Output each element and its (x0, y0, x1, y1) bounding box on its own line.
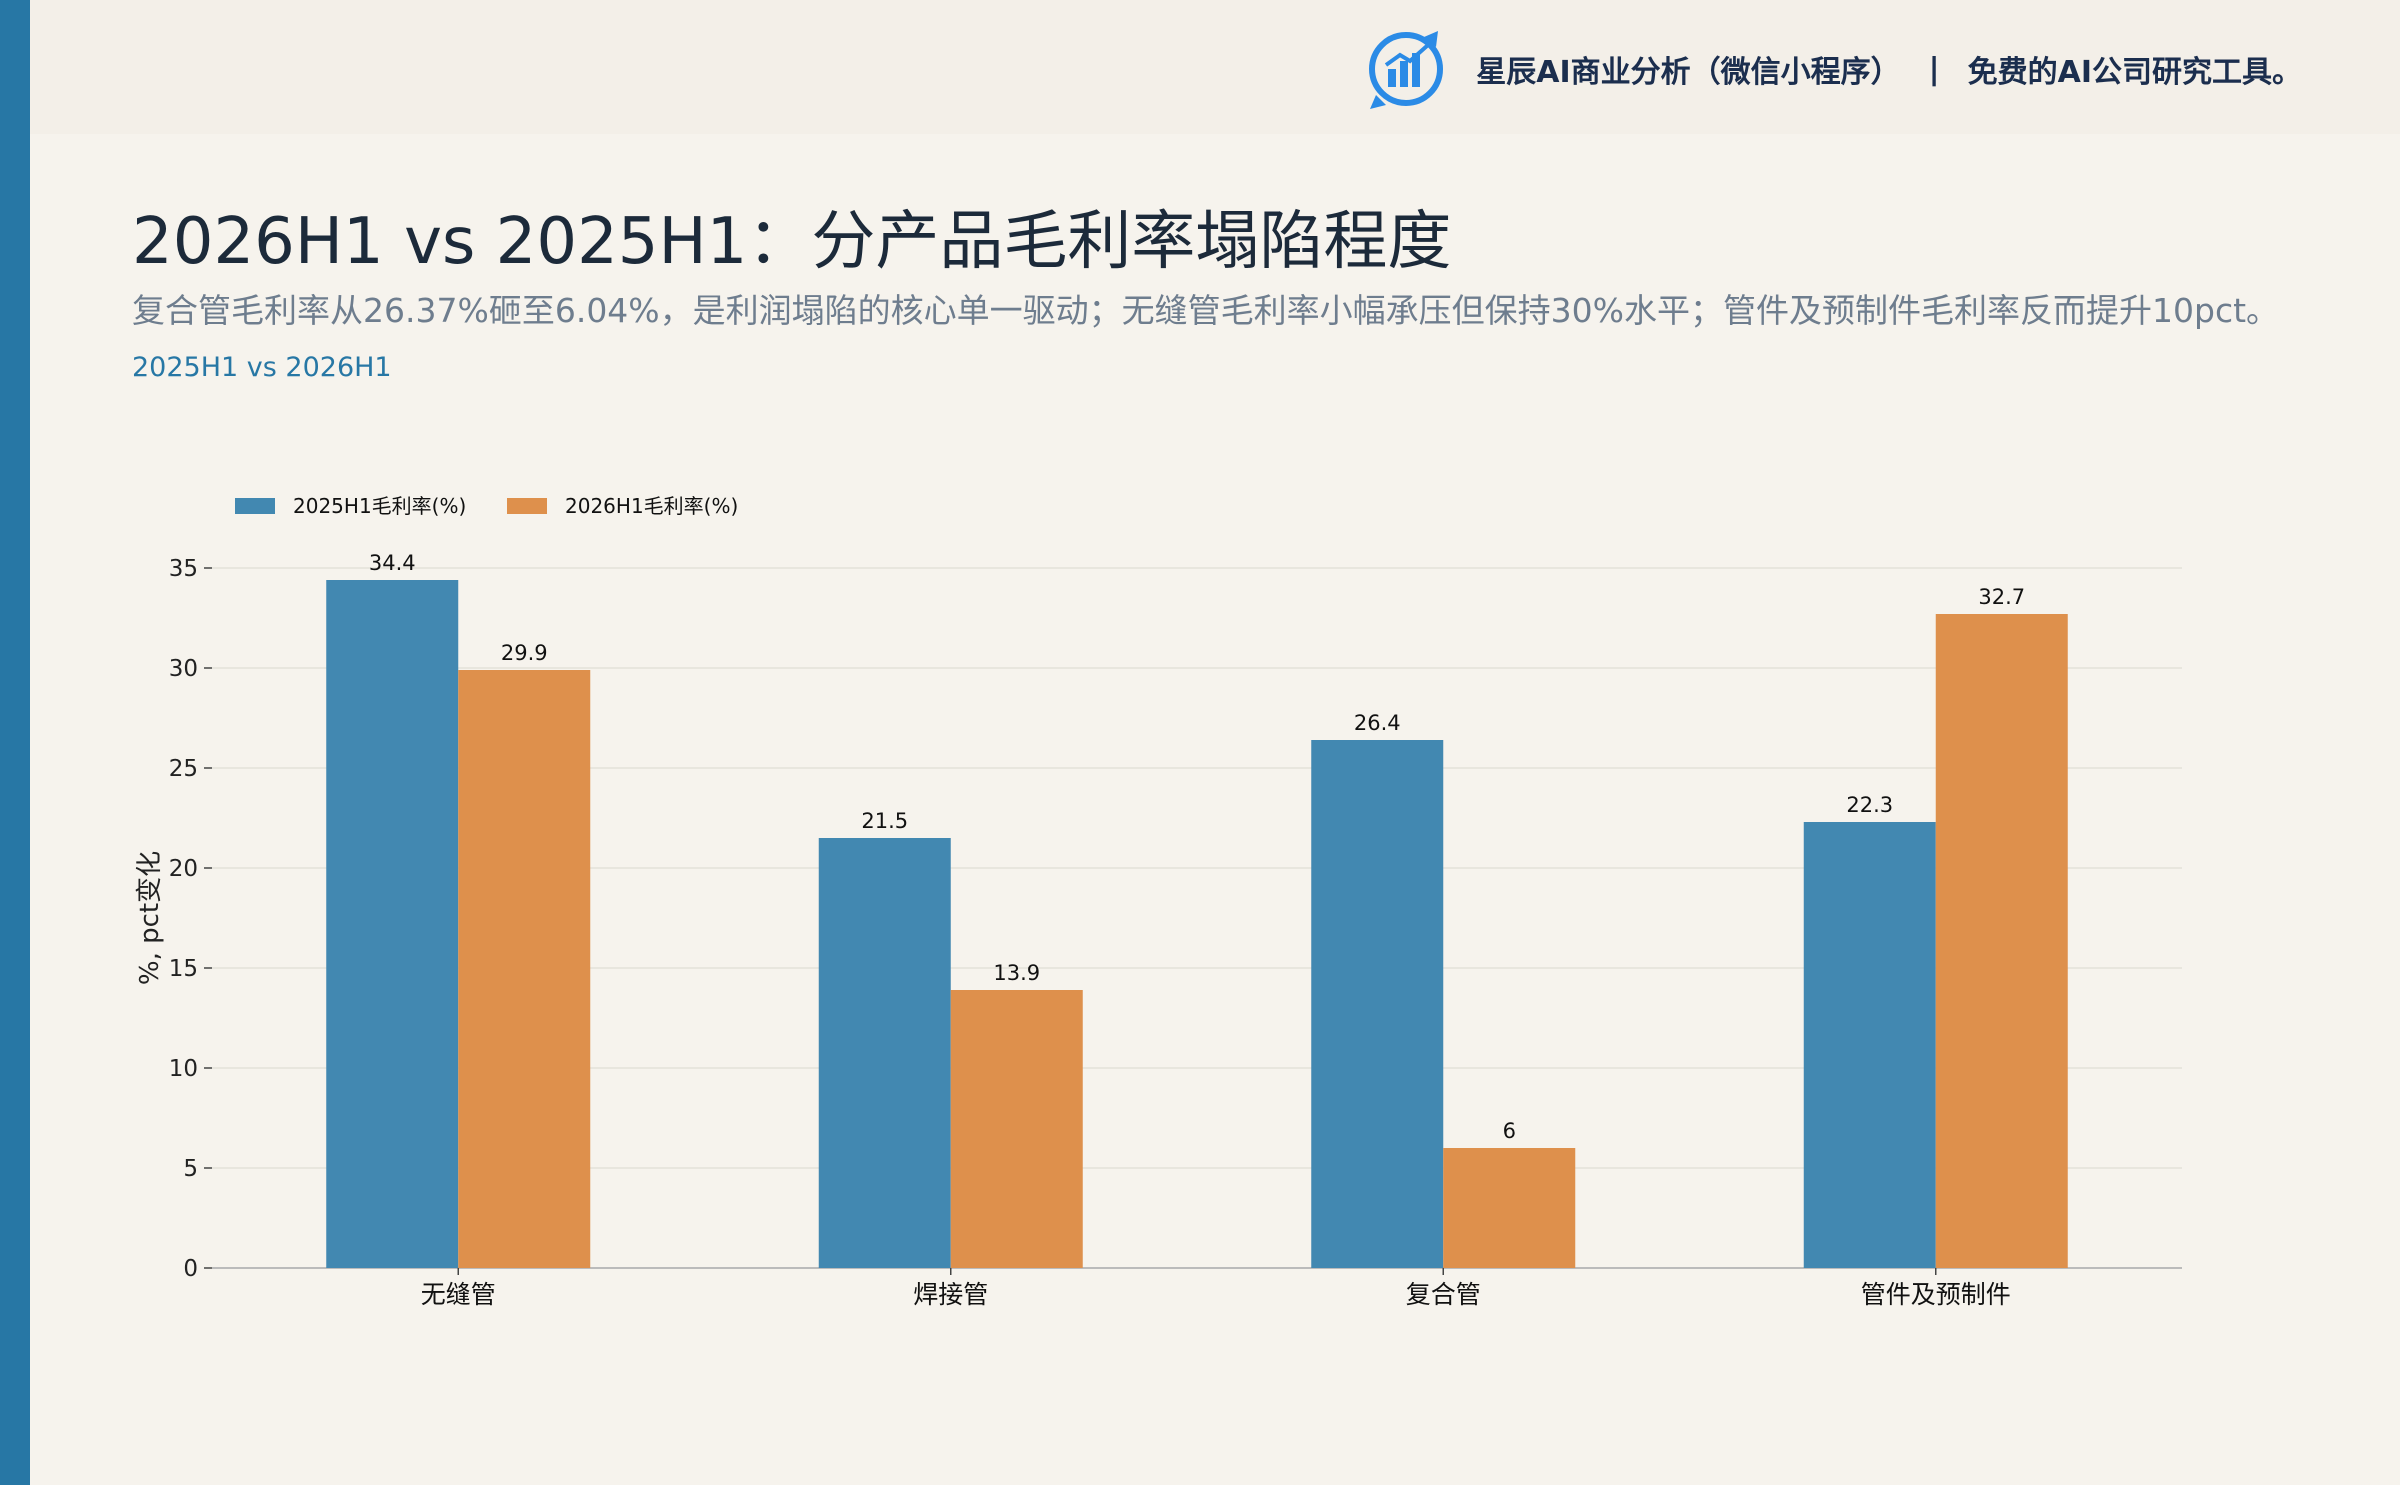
y-tick-label: 10 (169, 1056, 198, 1082)
legend-label: 2025H1毛利率(%) (293, 494, 466, 518)
brand-separator: | (1928, 51, 1940, 87)
y-tick-label: 5 (183, 1156, 198, 1182)
x-tick-label: 无缝管 (421, 1280, 496, 1309)
data-label: 22.3 (1846, 793, 1893, 817)
y-tick-label: 15 (169, 956, 198, 982)
bar (818, 838, 951, 1268)
brand-header-band (30, 0, 2400, 134)
comparison-tag: 2025H1 vs 2026H1 (132, 352, 392, 383)
legend-label: 2026H1毛利率(%) (565, 494, 738, 518)
data-label: 34.4 (369, 551, 416, 575)
y-axis-label: %, pct变化 (135, 851, 165, 985)
y-tick-label: 35 (169, 556, 198, 582)
data-label: 13.9 (993, 961, 1040, 985)
data-label: 32.7 (1978, 585, 2025, 609)
bar-chart-refresh-icon (1369, 31, 1444, 109)
data-label: 29.9 (501, 641, 548, 665)
bar (950, 990, 1083, 1268)
page-subtitle: 复合管毛利率从26.37%砸至6.04%，是利润塌陷的核心单一驱动；无缝管毛利率… (132, 291, 2280, 330)
bar (458, 670, 591, 1268)
brand-name: 星辰AI商业分析（微信小程序） (1476, 55, 1901, 90)
y-tick-label: 0 (183, 1256, 198, 1282)
y-tick-label: 20 (169, 856, 198, 882)
left-accent-bar (0, 0, 30, 1485)
y-tick-label: 25 (169, 756, 198, 782)
brand-banner: 星辰AI商业分析（微信小程序） | 免费的AI公司研究工具。 (1366, 24, 2302, 114)
x-tick-label: 焊接管 (913, 1280, 988, 1309)
y-tick-label: 30 (169, 656, 198, 682)
bar (1311, 740, 1444, 1268)
data-label: 26.4 (1354, 711, 1401, 735)
bar (1803, 822, 1936, 1268)
data-label: 6 (1503, 1119, 1516, 1143)
bar (1443, 1148, 1576, 1268)
x-tick-label: 管件及预制件 (1861, 1280, 2011, 1309)
bar (1935, 614, 2068, 1268)
legend-swatch (235, 498, 275, 514)
x-tick-label: 复合管 (1406, 1280, 1481, 1309)
bar (326, 580, 459, 1268)
legend-swatch (507, 498, 547, 514)
page-title: 2026H1 vs 2025H1：分产品毛利率塌陷程度 (132, 205, 1452, 279)
data-label: 21.5 (861, 809, 908, 833)
brand-tagline: 免费的AI公司研究工具。 (1967, 55, 2302, 90)
